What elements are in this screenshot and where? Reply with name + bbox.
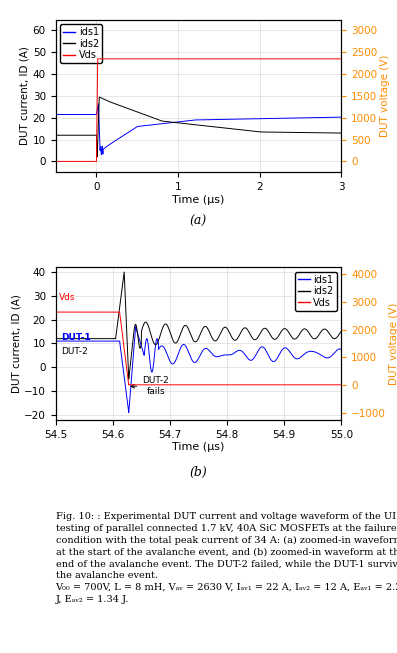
Y-axis label: DUT current, ID (A): DUT current, ID (A): [11, 294, 21, 393]
Legend: ids1, ids2, Vds: ids1, ids2, Vds: [295, 272, 337, 311]
Text: Vds: Vds: [58, 293, 75, 302]
Text: DUT-2
fails: DUT-2 fails: [131, 376, 169, 396]
Y-axis label: DUT current, ID (A): DUT current, ID (A): [20, 46, 30, 146]
Y-axis label: DUT voltage (V): DUT voltage (V): [380, 55, 390, 137]
Legend: ids1, ids2, Vds: ids1, ids2, Vds: [60, 24, 102, 63]
X-axis label: Time (μs): Time (μs): [172, 442, 225, 453]
Text: DUT-2: DUT-2: [61, 347, 88, 356]
X-axis label: Time (μs): Time (μs): [172, 195, 225, 205]
Text: Fig. 10: : Experimental DUT current and voltage waveform of the UIS
testing of p: Fig. 10: : Experimental DUT current and …: [56, 512, 397, 604]
Text: DUT-1: DUT-1: [61, 333, 91, 342]
Text: (b): (b): [190, 466, 207, 479]
Y-axis label: DUT voltage (V): DUT voltage (V): [389, 302, 397, 385]
Text: (a): (a): [190, 215, 207, 228]
